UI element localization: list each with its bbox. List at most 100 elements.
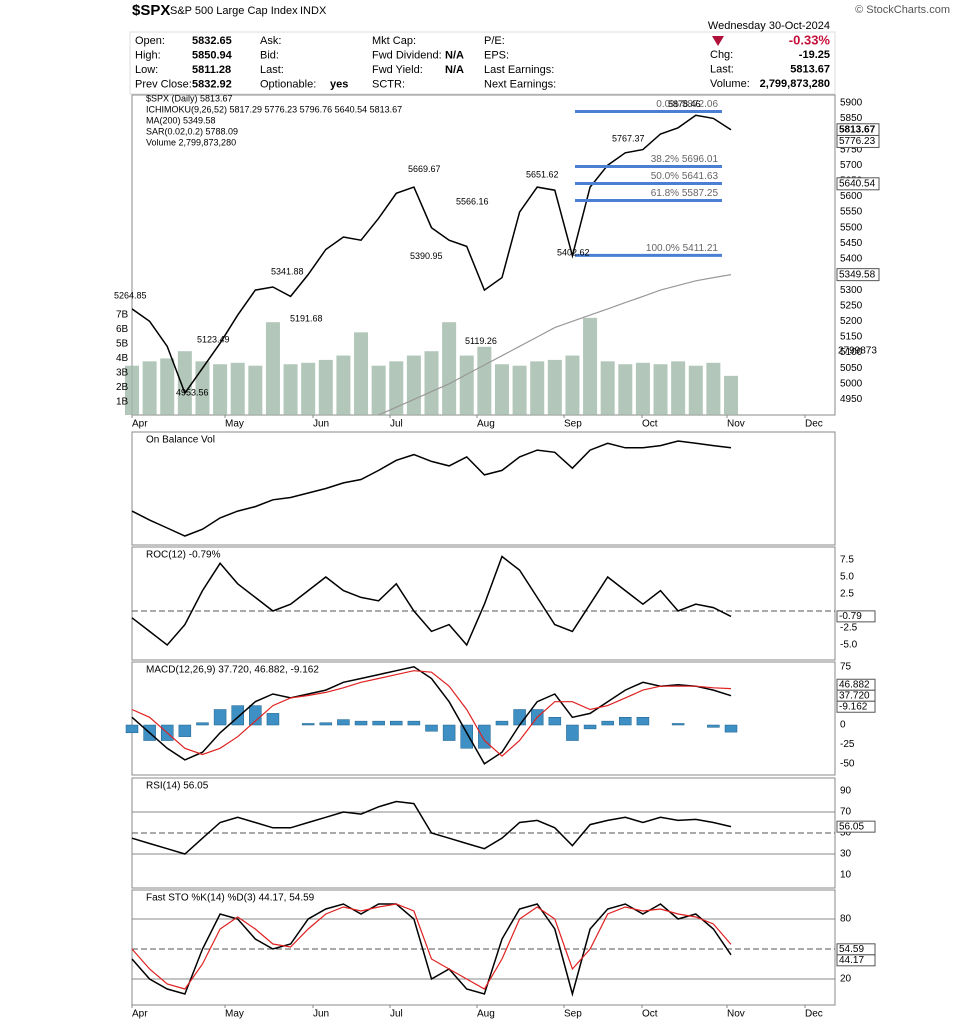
legend-entry: MA(200) 5349.58 xyxy=(146,115,216,125)
symbol: $SPX xyxy=(132,2,170,19)
quote-value: -19.25 xyxy=(799,49,830,61)
series-line xyxy=(132,114,732,395)
date: Wednesday 30-Oct-2024 xyxy=(708,20,830,32)
quote-value: N/A xyxy=(445,49,464,61)
last-value: 56.05 xyxy=(839,821,864,832)
last-value: 5640.54 xyxy=(839,178,876,189)
x-tick-label: Dec xyxy=(805,419,823,430)
histogram-bar xyxy=(442,724,456,741)
histogram-bar xyxy=(178,724,192,737)
histogram-bar xyxy=(707,724,720,728)
panel-title: ROC(12) -0.79% xyxy=(146,550,221,561)
y-tick-label: 5000 xyxy=(840,378,863,389)
fib-label: 0.0% 5872.06 xyxy=(656,99,718,110)
price-annotation: 5264.85 xyxy=(114,290,147,300)
panel-title: MACD(12,26,9) 37.720, 46.882, -9.162 xyxy=(146,665,319,676)
last-value-box xyxy=(836,610,876,623)
y-tick-label: 5700 xyxy=(840,160,863,171)
fib-label: 50.0% 5641.63 xyxy=(651,171,719,182)
y-tick-label: 5500 xyxy=(840,222,863,233)
y-tick-label: 5850 xyxy=(840,113,863,124)
quote-value: N/A xyxy=(445,64,464,76)
price-annotation: 5341.88 xyxy=(271,266,304,276)
y-tick-label: 5250 xyxy=(840,300,863,311)
panel-frame xyxy=(131,661,836,776)
y-tick-label: 5900 xyxy=(840,97,863,108)
y-tick-label: 80 xyxy=(840,914,852,925)
last-value: -0.79 xyxy=(839,611,862,622)
volume-bar xyxy=(442,322,457,415)
y-tick-label: 5550 xyxy=(840,207,863,218)
volume-bar xyxy=(265,322,280,415)
legend-entry: $SPX (Daily) 5813.67 xyxy=(146,93,233,103)
quote-value: 5832.92 xyxy=(192,78,232,90)
last-value: -9.162 xyxy=(839,701,868,712)
series-group xyxy=(132,114,732,415)
fib-label: 100.0% 5411.21 xyxy=(646,243,719,254)
last-value: 54.59 xyxy=(839,944,864,955)
histogram-bar xyxy=(619,717,632,726)
histogram-bar xyxy=(249,705,262,726)
price-annotation: 5566.16 xyxy=(456,196,489,206)
y-tick-label: 90 xyxy=(840,786,852,797)
y-tick-label: 5050 xyxy=(840,363,863,374)
x-tick-label: Aug xyxy=(477,1009,495,1020)
fib-label: 61.8% 5587.25 xyxy=(651,188,719,199)
volume-bar xyxy=(530,361,545,415)
series-line xyxy=(131,903,732,990)
last-value-box xyxy=(836,954,876,967)
x-tick-label: Jul xyxy=(390,419,403,430)
price-annotation: 5123.49 xyxy=(197,335,230,345)
quote-label: High: xyxy=(135,49,161,61)
volume-bar xyxy=(688,365,703,415)
y-tick-label: 5200 xyxy=(840,316,863,327)
quote-label: Ask: xyxy=(260,35,281,47)
histogram-bar xyxy=(671,723,685,726)
y-tick-label: 5750 xyxy=(840,144,863,155)
price-annotation: 5767.37 xyxy=(612,134,645,144)
x-tick-label: Jul xyxy=(390,1009,403,1020)
last-value: 44.17 xyxy=(839,955,864,966)
quote-label: Low: xyxy=(135,64,158,76)
x-tick-label: Aug xyxy=(477,419,495,430)
quote-label: Volume: xyxy=(710,78,750,90)
last-value: 5349.58 xyxy=(839,269,876,280)
histogram-bar xyxy=(724,724,738,733)
volume-bar xyxy=(301,362,316,415)
volume-bar xyxy=(600,361,615,415)
y-tick-label: 5300 xyxy=(840,285,863,296)
y-tick-label: 10 xyxy=(840,870,852,881)
volume-bar xyxy=(125,365,139,415)
histogram-bar xyxy=(460,724,473,749)
histogram-bar xyxy=(513,709,526,726)
volume-bar xyxy=(354,332,369,415)
histogram-bar xyxy=(372,720,385,726)
last-value-box xyxy=(836,268,880,282)
quote-label: Last: xyxy=(710,63,734,75)
series-line xyxy=(131,555,732,647)
change-pct: -0.33% xyxy=(789,32,831,47)
series-line xyxy=(131,903,732,997)
series-line xyxy=(131,800,732,855)
histogram-bar xyxy=(319,722,333,726)
price-annotation: 5878.46 xyxy=(668,99,701,109)
price-annotation: 4953.56 xyxy=(176,388,209,398)
histogram-bar xyxy=(213,709,227,726)
x-tick-label: Oct xyxy=(642,419,658,430)
histogram-bar xyxy=(231,705,244,726)
volume-bar xyxy=(512,365,527,415)
legend-entry: SAR(0.02,0.2) 5788.09 xyxy=(146,126,238,136)
volume-bar xyxy=(336,355,351,415)
y-tick-label: 5600 xyxy=(840,191,863,202)
y-tick-label: 75 xyxy=(840,661,852,672)
last-value: 5813.67 xyxy=(839,124,876,135)
price-annotation: 5191.68 xyxy=(290,313,323,323)
quote-label: Prev Close: xyxy=(135,78,192,90)
quote-box xyxy=(129,31,836,95)
quote-value: 5832.65 xyxy=(192,35,232,47)
y-tick-label: 50 xyxy=(840,828,852,839)
last-value-box xyxy=(836,820,876,833)
panel-frame xyxy=(131,546,836,661)
down-arrow xyxy=(712,36,724,46)
volume-bar xyxy=(177,351,192,415)
